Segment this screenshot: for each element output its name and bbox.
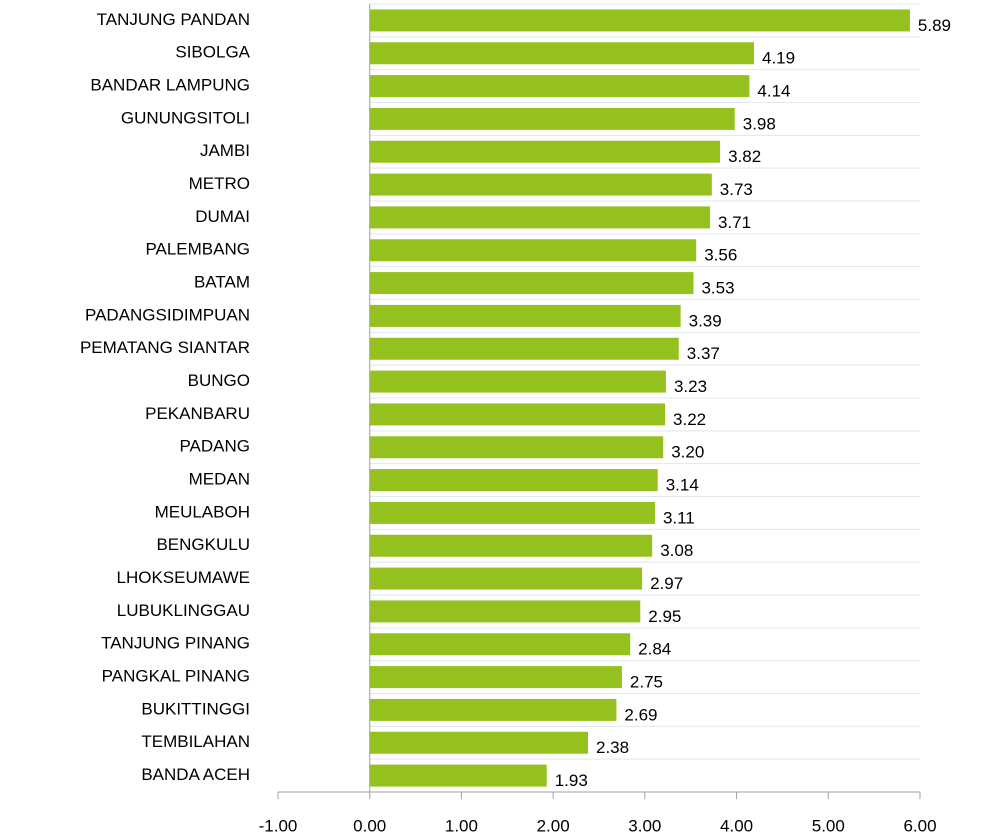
bar (369, 534, 653, 557)
category-label: LUBUKLINGGAU (117, 601, 250, 620)
value-label: 2.95 (648, 607, 681, 626)
category-label: PADANG (179, 437, 250, 456)
value-label: 2.84 (638, 640, 671, 659)
bar (369, 731, 588, 754)
category-label: PEKANBARU (145, 404, 250, 423)
category-label: METRO (189, 174, 250, 193)
bar (369, 567, 643, 590)
value-label: 5.89 (918, 16, 951, 35)
category-label: TANJUNG PINANG (101, 634, 250, 653)
x-tick-label: 3.00 (628, 816, 661, 835)
bar (369, 501, 655, 524)
value-label: 3.23 (674, 377, 707, 396)
bar (369, 370, 666, 393)
category-label: TANJUNG PANDAN (97, 10, 250, 29)
bar (369, 633, 631, 656)
value-label: 1.93 (555, 771, 588, 790)
value-label: 3.37 (687, 344, 720, 363)
x-tick-label: 6.00 (903, 816, 936, 835)
x-tick-label: 5.00 (812, 816, 845, 835)
value-label: 3.56 (704, 246, 737, 265)
value-label: 3.53 (701, 279, 734, 298)
value-label: 3.20 (671, 443, 704, 462)
value-label: 3.39 (689, 311, 722, 330)
bar (369, 42, 754, 65)
bar (369, 140, 721, 163)
category-label: MEULABOH (155, 502, 250, 521)
value-label: 3.73 (720, 180, 753, 199)
bar (369, 764, 547, 787)
category-label: BENGKULU (156, 535, 250, 554)
category-label: BANDAR LAMPUNG (90, 76, 250, 95)
bar (369, 698, 617, 721)
bar (369, 436, 664, 459)
category-label: SIBOLGA (175, 43, 250, 62)
category-label: BUKITTINGGI (141, 699, 250, 718)
bar (369, 304, 681, 327)
bar (369, 239, 697, 262)
category-label: BATAM (194, 273, 250, 292)
value-label: 3.71 (718, 213, 751, 232)
category-label: BANDA ACEH (141, 765, 250, 784)
bar (369, 337, 679, 360)
category-label: GUNUNGSITOLI (121, 108, 250, 127)
category-label: PADANGSIDIMPUAN (85, 305, 250, 324)
x-tick-label: 0.00 (353, 816, 386, 835)
bar (369, 469, 658, 492)
value-label: 3.11 (663, 508, 695, 527)
value-label: 3.14 (666, 476, 699, 495)
value-label: 3.82 (728, 147, 761, 166)
bar (369, 107, 735, 130)
bar (369, 75, 750, 98)
x-tick-label: 2.00 (537, 816, 570, 835)
bar (369, 272, 694, 295)
category-label: DUMAI (195, 207, 250, 226)
bar (369, 666, 622, 689)
bar (369, 206, 710, 229)
category-label: LHOKSEUMAWE (116, 568, 250, 587)
value-label: 2.38 (596, 738, 629, 757)
category-label: JAMBI (200, 141, 250, 160)
value-label: 2.69 (624, 705, 657, 724)
bar (369, 9, 910, 32)
value-label: 4.19 (762, 49, 795, 68)
value-label: 2.75 (630, 673, 663, 692)
category-label: TEMBILAHAN (141, 732, 250, 751)
category-label: MEDAN (189, 470, 250, 489)
x-tick-label: 4.00 (720, 816, 753, 835)
x-tick-label: 1.00 (445, 816, 478, 835)
x-tick-label: -1.00 (259, 816, 298, 835)
value-label: 3.98 (743, 114, 776, 133)
category-label: PANGKAL PINANG (102, 667, 250, 686)
value-label: 2.97 (650, 574, 683, 593)
category-label: PALEMBANG (145, 240, 250, 259)
bar (369, 403, 666, 426)
category-label: BUNGO (188, 371, 250, 390)
value-label: 4.14 (757, 82, 790, 101)
value-label: 3.22 (673, 410, 706, 429)
bar (369, 173, 712, 196)
bar (369, 600, 641, 623)
category-label: PEMATANG SIANTAR (80, 338, 250, 357)
value-label: 3.08 (660, 541, 693, 560)
